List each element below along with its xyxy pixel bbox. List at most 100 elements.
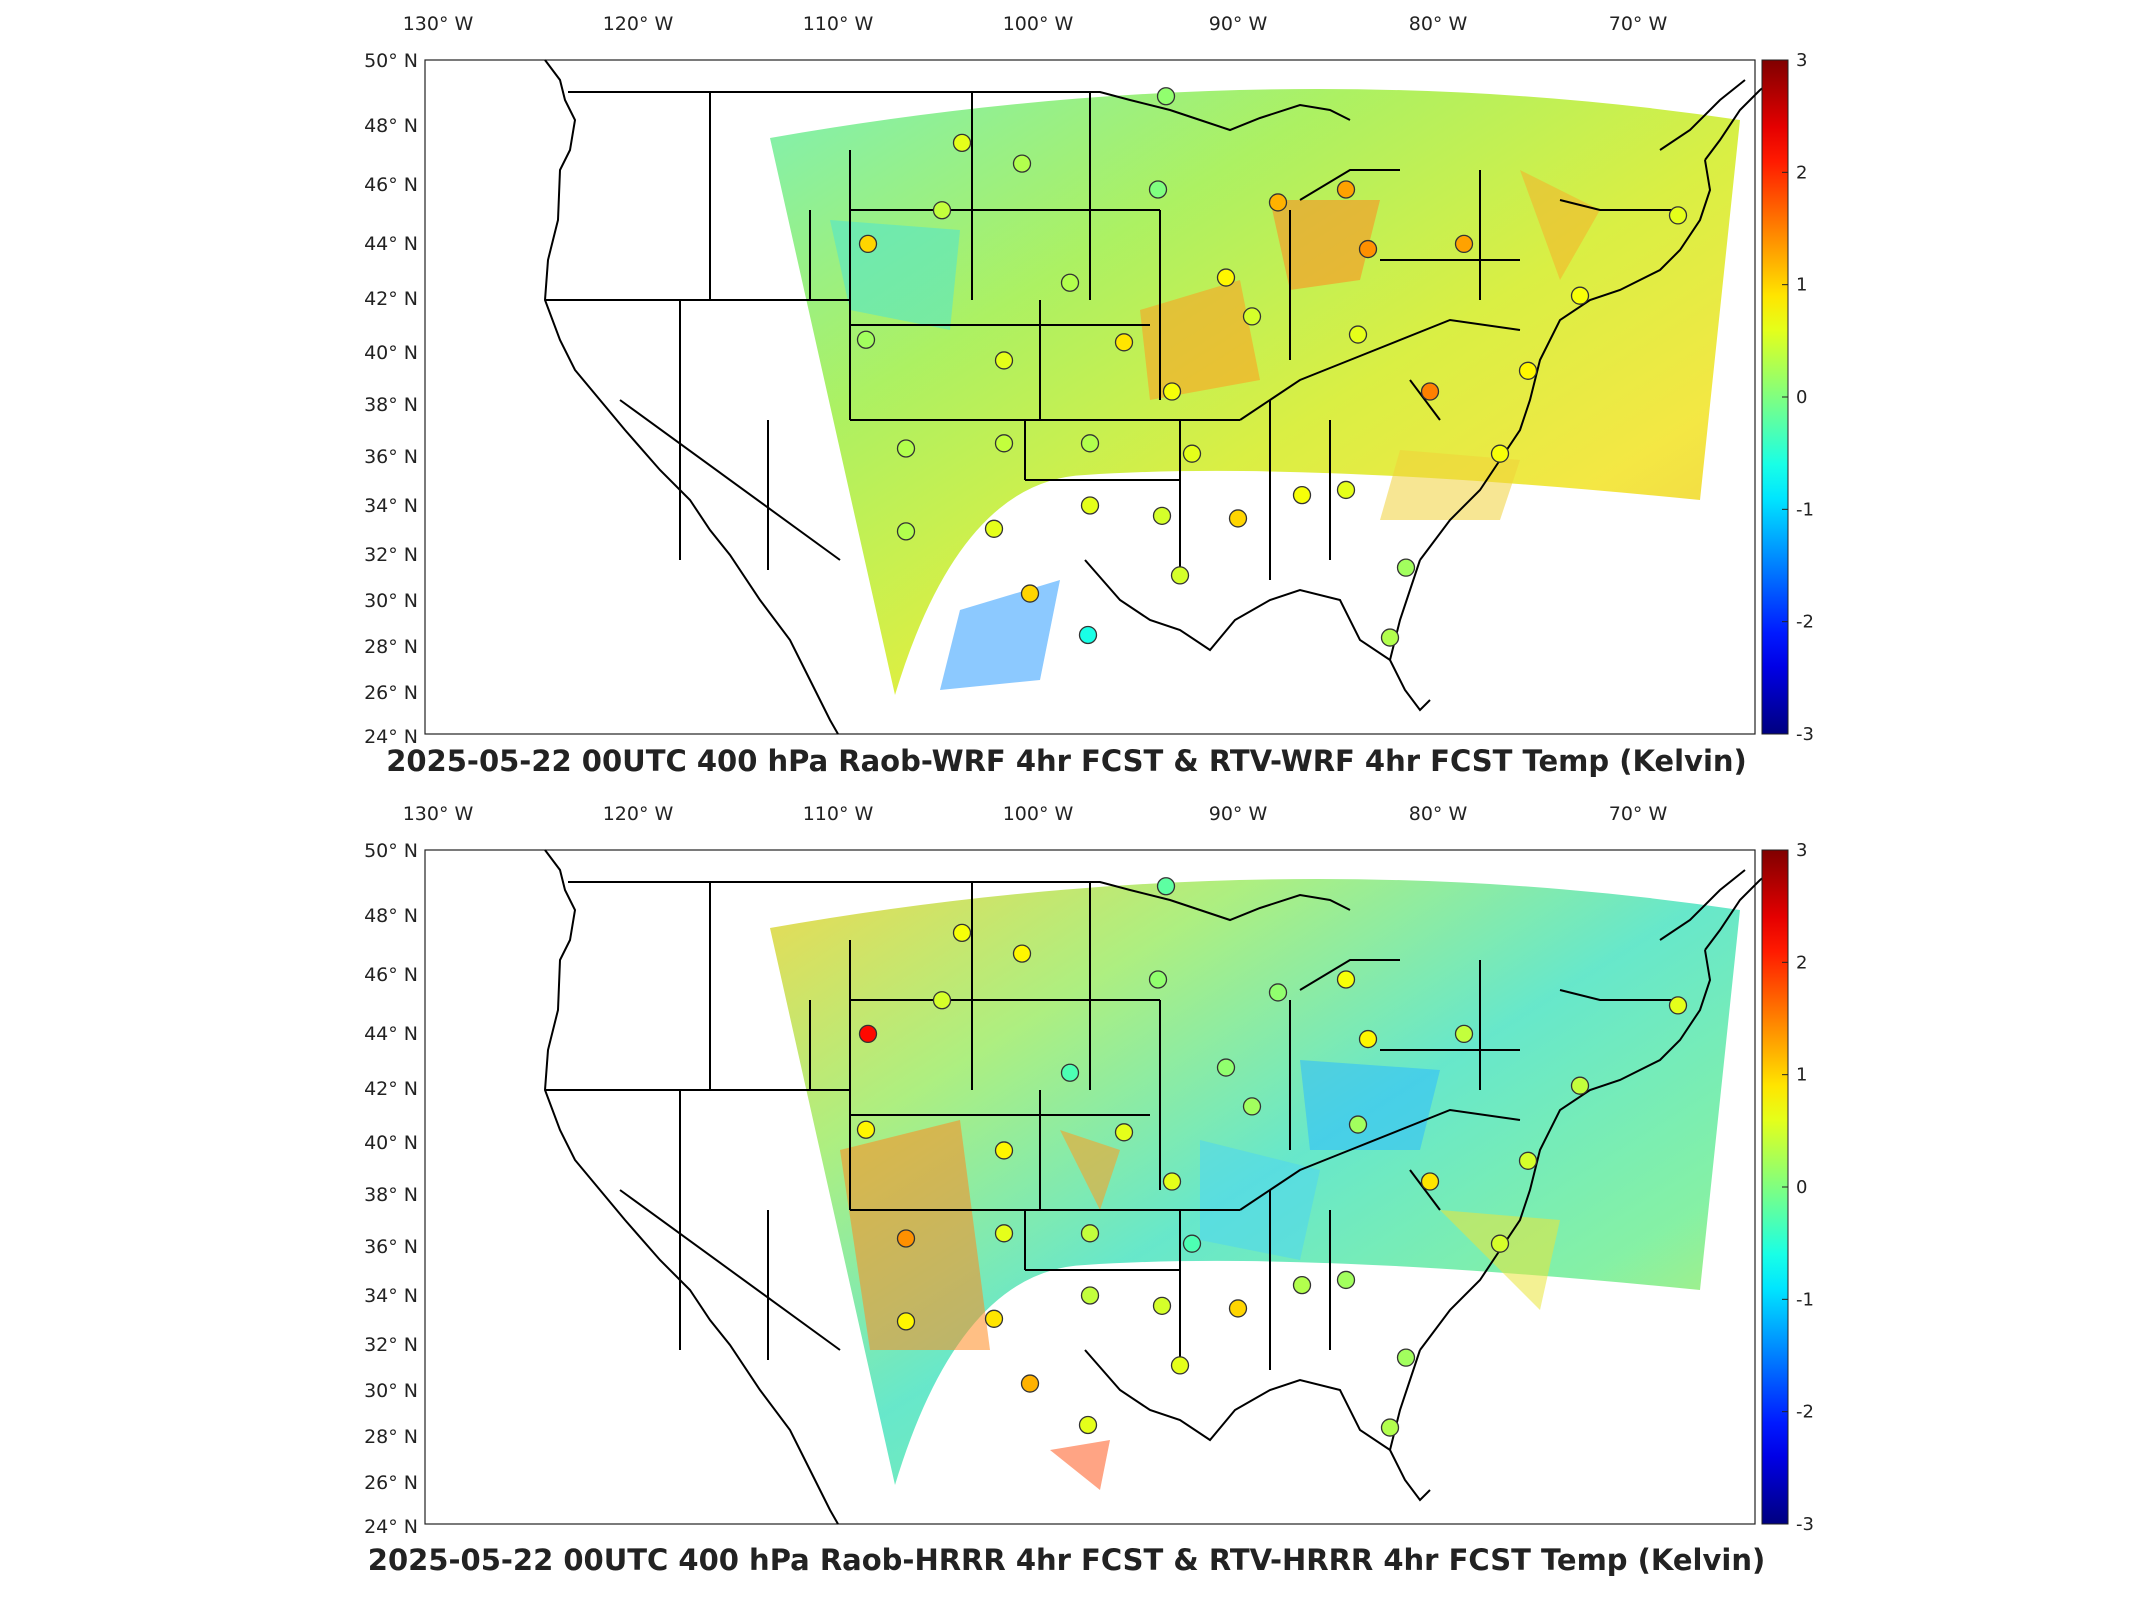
map-hrrr: 130° W 120° W 110° W 100° W 90° W 80° W 70° W 5… [364, 803, 1814, 1538]
hrrr-boundary-line [1659, 869, 1746, 941]
wrf-lon-tick: 120° W [603, 13, 674, 35]
hrrr-boundary-line [1239, 1108, 1521, 1211]
wrf-field-patch [940, 580, 1060, 690]
hrrr-lon-tick: 100° W [1003, 803, 1074, 825]
wrf-station-marker [1336, 180, 1356, 199]
wrf-station-marker [1292, 485, 1312, 505]
hrrr-lon-tick: 130° W [403, 803, 474, 825]
wrf-station-marker [1396, 558, 1416, 577]
hrrr-station-marker [1336, 970, 1356, 989]
map-wrf: 130° W 120° W 110° W 100° W 90° W 80° W 70° W 5… [364, 13, 1814, 748]
hrrr-station-marker [1292, 1275, 1312, 1295]
hrrr-colorbar-tick: -1 [1796, 1289, 1814, 1310]
hrrr-boundary-line [1299, 959, 1400, 991]
hrrr-colorbar-tick: -2 [1796, 1402, 1814, 1423]
wrf-lon-tick: 130° W [403, 13, 474, 35]
wrf-station-marker [952, 133, 972, 153]
wrf-station-marker [1570, 286, 1590, 305]
wrf-lat-tick: 44° N [364, 233, 418, 255]
wrf-station-marker [1268, 193, 1288, 212]
wrf-colorbar-tick: 3 [1796, 50, 1807, 71]
wrf-boundary-line [568, 91, 1351, 132]
hrrr-colorbar-tick: 3 [1796, 840, 1807, 861]
wrf-station-marker [1162, 382, 1182, 401]
wrf-lat-tick: 34° N [364, 495, 418, 517]
wrf-lat-tick: 38° N [364, 394, 418, 416]
wrf-colorbar-tick: 2 [1796, 162, 1807, 183]
wrf-station-marker [1668, 206, 1688, 225]
wrf-lon-tick: 90° W [1209, 13, 1268, 35]
wrf-boundary-line [619, 399, 841, 561]
hrrr-station-marker [896, 1229, 916, 1248]
wrf-boundary-line [1299, 169, 1400, 201]
wrf-station-marker [1380, 628, 1400, 647]
wrf-station-marker [896, 439, 916, 458]
panel-title-hrrr: 2025-05-22 00UTC 400 hPa Raob-HRRR 4hr F… [367, 1543, 1766, 1577]
wrf-boundary-line [1239, 318, 1521, 421]
hrrr-station-marker [1242, 1097, 1262, 1116]
hrrr-station-marker [1114, 1123, 1134, 1142]
hrrr-boundary-line [1389, 1449, 1431, 1502]
wrf-colorbar-tick: -1 [1796, 499, 1814, 520]
hrrr-station-marker [1216, 1058, 1236, 1077]
hrrr-station-marker [1182, 1234, 1202, 1253]
hrrr-station-marker [856, 1120, 876, 1139]
hrrr-lat-tick: 38° N [364, 1184, 418, 1206]
hrrr-field-patch [1050, 1440, 1110, 1490]
hrrr-colorbar-tick: 2 [1796, 952, 1807, 973]
hrrr-field-patch [840, 1120, 990, 1350]
wrf-station-marker [984, 519, 1004, 538]
hrrr-lon-tick: 120° W [603, 803, 674, 825]
wrf-station-marker [1242, 307, 1262, 326]
hrrr-station-marker [1012, 944, 1032, 963]
wrf-station-marker [896, 522, 916, 541]
hrrr-station-marker [1348, 1115, 1368, 1134]
panel-title-wrf: 2025-05-22 00UTC 400 hPa Raob-WRF 4hr FC… [386, 744, 1747, 778]
hrrr-field-patch [1300, 1060, 1440, 1150]
wrf-boundary-line [1559, 199, 1680, 211]
hrrr-lat-tick: 50° N [364, 840, 418, 862]
hrrr-station-marker [1152, 1296, 1172, 1315]
hrrr-station-marker [858, 1024, 878, 1044]
wrf-station-marker [1518, 361, 1538, 380]
hrrr-boundary-line [543, 849, 839, 1525]
wrf-lat-tick: 28° N [364, 636, 418, 658]
hrrr-boundary-line [1409, 1169, 1441, 1211]
hrrr-boundary-line [568, 881, 1351, 922]
wrf-station-marker [1080, 496, 1100, 515]
hrrr-station-marker [994, 1224, 1014, 1243]
hrrr-station-marker [1518, 1151, 1538, 1170]
hrrr-station-marker [1078, 1415, 1098, 1435]
hrrr-station-marker [1080, 1224, 1100, 1243]
wrf-station-marker [1114, 333, 1134, 352]
wrf-station-marker [994, 351, 1014, 370]
hrrr-colorbar-tick: -3 [1796, 1514, 1814, 1535]
wrf-boundary-line [1659, 79, 1746, 151]
hrrr-station-marker [1454, 1024, 1474, 1044]
hrrr-station-marker [1336, 1270, 1356, 1290]
wrf-station-marker [1454, 234, 1474, 254]
hrrr-station-marker [1420, 1172, 1440, 1191]
wrf-colorbar-tick: -2 [1796, 612, 1814, 633]
wrf-station-marker [856, 330, 876, 349]
wrf-colorbar-tick: 1 [1796, 275, 1807, 296]
hrrr-station-marker [1668, 996, 1688, 1015]
wrf-boundary-line [1409, 379, 1441, 421]
wrf-lat-tick: 30° N [364, 590, 418, 612]
wrf-boundary-line [543, 59, 839, 735]
wrf-station-marker [1420, 382, 1440, 401]
hrrr-boundary-line [1419, 949, 1712, 1351]
wrf-field-patch [1270, 200, 1380, 290]
wrf-station-marker [932, 201, 952, 220]
hrrr-lat-tick: 40° N [364, 1132, 418, 1154]
wrf-lat-tick: 48° N [364, 115, 418, 137]
wrf-boundary-line [1389, 659, 1431, 712]
hrrr-lat-tick: 44° N [364, 1023, 418, 1045]
wrf-lat-tick: 42° N [364, 288, 418, 310]
wrf-lat-tick: 36° N [364, 446, 418, 468]
wrf-station-marker [1080, 434, 1100, 453]
hrrr-station-marker [1170, 1356, 1190, 1375]
wrf-lat-tick: 50° N [364, 50, 418, 72]
wrf-station-marker [1182, 444, 1202, 463]
hrrr-lon-tick: 70° W [1609, 803, 1668, 825]
